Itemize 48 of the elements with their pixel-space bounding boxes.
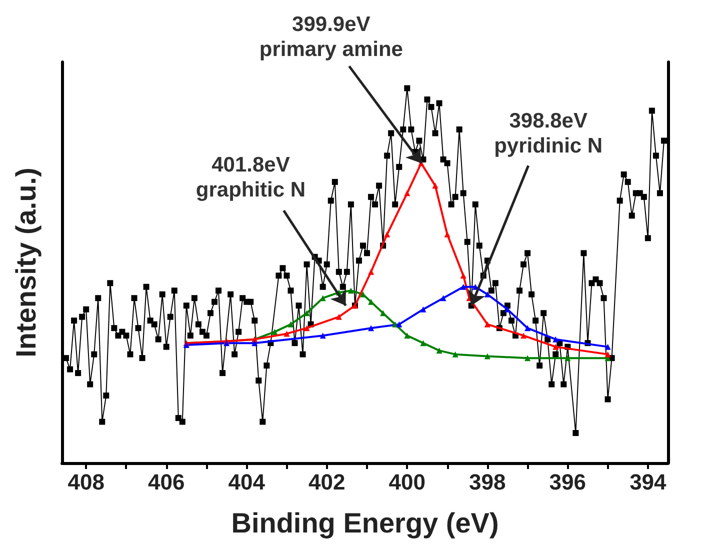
point [348,288,354,294]
point [524,325,531,332]
point [404,332,410,339]
point [444,231,450,238]
point [304,310,310,316]
point [564,355,571,362]
x-tick-label: 396 [549,470,586,494]
point [420,306,426,312]
point [320,332,326,339]
point [452,351,458,358]
point [460,284,466,290]
point [252,340,258,346]
point [284,330,290,337]
point [484,291,490,298]
x-tick-label: 394 [630,470,668,494]
point [604,344,611,350]
point [484,321,490,328]
point [420,340,426,346]
point [604,351,611,358]
x-axis-title: Binding Energy (eV) [231,508,499,538]
point [440,295,446,302]
point [368,325,374,332]
point [272,328,278,335]
point [288,321,294,328]
annotation: 401.8eV graphitic N [196,154,306,202]
annotation: 399.9eV primary amine [259,13,403,62]
point [436,348,442,354]
point [304,325,310,332]
point [336,314,342,320]
point [524,355,531,362]
x-tick-label: 408 [68,470,104,494]
x-tick-label: 402 [308,470,346,494]
point [460,272,466,279]
point [368,268,374,275]
point [384,231,390,238]
point [396,321,402,328]
y-axis-title: Intensity (a.u.) [10,168,42,358]
point [484,353,490,360]
point [520,332,527,339]
x-tick-label: 400 [388,470,426,494]
x-tick-label: 406 [148,470,185,494]
point [552,344,559,350]
x-tick-label: 398 [469,470,506,494]
point [552,336,559,342]
point [432,182,438,189]
point [404,190,410,196]
x-tick-label: 404 [228,470,266,494]
annotation: 398.8eV pyridinic N [494,110,603,158]
